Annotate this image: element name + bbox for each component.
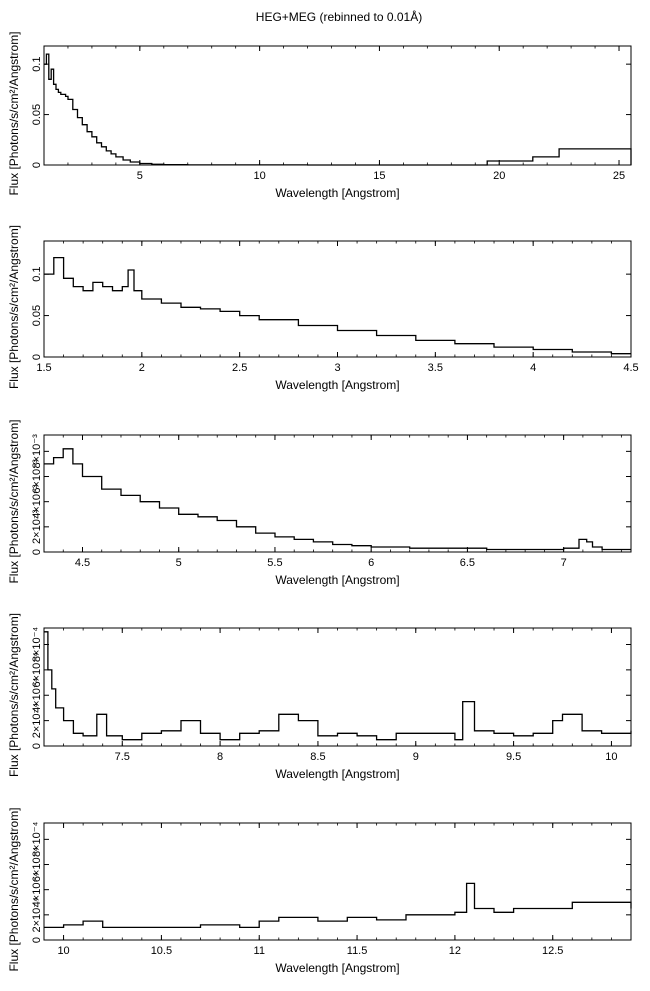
y-tick-label: 4×10⁻⁴ <box>31 872 43 908</box>
x-tick-label: 3.5 <box>428 362 443 374</box>
y-tick-label: 0.1 <box>31 266 43 281</box>
x-tick-label: 10 <box>57 945 69 957</box>
spectrum-line <box>44 631 632 741</box>
x-tick-label: 10.5 <box>151 945 172 957</box>
panel-4: 7.5 8 8.5 9 9.5 10 0 2×10⁻⁴4×10⁻⁴6×10⁻⁴8×10⁻⁴ Wa… <box>7 613 632 781</box>
y-tick-label: 0.1 <box>31 57 43 72</box>
y-axis-label: Flux [Photons/s/cm²/Angstrom] <box>7 419 21 583</box>
x-axis-label: Wavelength [Angstrom] <box>275 961 399 975</box>
x-axis-label: Wavelength [Angstrom] <box>275 186 399 200</box>
y-tick-label: 2×10⁻⁴ <box>31 897 43 933</box>
x-tick-label: 9.5 <box>506 751 521 763</box>
x-tick-label: 2 <box>139 362 145 374</box>
plot-frame <box>43 45 632 166</box>
plot-frame <box>43 627 632 747</box>
panel-2: 1.5 2 2.5 3 3.5 4 4.5 0 0.05 0.1 Wavelength [Angst… <box>7 225 639 392</box>
panel-5: 10 10.5 11 11.5 12 12.5 0 2×10⁻⁴4×10⁻⁴6×10⁻⁴8×1… <box>7 807 632 975</box>
y-tick-label: 2×10⁻³ <box>31 509 43 544</box>
y-tick-label: 8×10⁻⁴ <box>31 627 43 663</box>
spectrum-line <box>44 448 631 551</box>
x-tick-label: 12.5 <box>542 945 563 957</box>
y-tick-label: 0 <box>31 743 43 749</box>
x-tick-label: 7 <box>561 557 567 569</box>
x-tick-label: 1.5 <box>36 362 51 374</box>
plot-frame <box>43 240 632 358</box>
y-axis-label: Flux [Photons/s/cm²/Angstrom] <box>7 807 21 971</box>
y-tick-label: 0 <box>31 937 43 943</box>
x-tick-label: 25 <box>613 170 625 182</box>
x-tick-label: 12 <box>449 945 461 957</box>
x-tick-label: 4.5 <box>75 557 90 569</box>
spectrum-line <box>44 256 631 355</box>
x-tick-label: 8.5 <box>310 751 325 763</box>
y-axis-label: Flux [Photons/s/cm²/Angstrom] <box>7 613 21 777</box>
y-tick-label: 8×10⁻³ <box>31 434 43 469</box>
x-tick-label: 10 <box>254 170 266 182</box>
x-tick-label: 10 <box>605 751 617 763</box>
x-axis-label: Wavelength [Angstrom] <box>275 378 399 392</box>
y-tick-label: 6×10⁻⁴ <box>31 652 43 688</box>
plot-frame <box>43 434 632 553</box>
y-tick-label: 8×10⁻⁴ <box>31 821 43 857</box>
panel-3: 4.5 5 5.5 6 6.5 7 0 2×10⁻³4×10⁻³6×10⁻³8×10⁻³ Wav… <box>7 419 632 587</box>
x-tick-label: 11 <box>254 945 265 957</box>
y-tick-label: 0 <box>31 354 43 360</box>
x-tick-label: 7.5 <box>115 751 130 763</box>
y-tick-label: 6×10⁻³ <box>31 459 43 494</box>
spectrum-line <box>44 53 632 166</box>
x-axis-label: Wavelength [Angstrom] <box>275 767 399 781</box>
y-axis-label: Flux [Photons/s/cm²/Angstrom] <box>7 225 21 389</box>
x-tick-label: 6.5 <box>460 557 475 569</box>
y-tick-label: 2×10⁻⁴ <box>31 703 43 739</box>
x-tick-label: 11.5 <box>347 945 368 957</box>
x-axis-label: Wavelength [Angstrom] <box>275 573 399 587</box>
y-tick-label: 4×10⁻⁴ <box>31 677 43 713</box>
x-tick-label: 9 <box>413 751 419 763</box>
x-tick-label: 15 <box>373 170 385 182</box>
plot-frame <box>43 822 632 941</box>
panel-1: 5 10 15 20 25 0 0.05 0.1 Wavelength [Angstrom] Fl… <box>7 31 632 200</box>
x-tick-label: 5 <box>176 557 182 569</box>
y-axis-label: Flux [Photons/s/cm²/Angstrom] <box>7 31 21 195</box>
x-tick-label: 5 <box>137 170 143 182</box>
figure-title: HEG+MEG (rebinned to 0.01Å) <box>256 9 422 24</box>
x-tick-label: 6 <box>368 557 374 569</box>
x-tick-label: 2.5 <box>232 362 247 374</box>
x-tick-label: 4.5 <box>623 362 638 374</box>
y-tick-label: 0.05 <box>31 305 43 326</box>
x-tick-label: 20 <box>493 170 505 182</box>
y-tick-label: 0.05 <box>31 104 43 125</box>
x-tick-label: 4 <box>530 362 536 374</box>
y-tick-label: 4×10⁻³ <box>31 484 43 519</box>
spectrum-line <box>44 882 632 929</box>
x-tick-label: 8 <box>217 751 223 763</box>
y-tick-label: 6×10⁻⁴ <box>31 847 43 883</box>
x-tick-label: 5.5 <box>267 557 282 569</box>
y-tick-label: 0 <box>31 549 43 555</box>
y-tick-label: 0 <box>31 162 43 168</box>
x-tick-label: 3 <box>334 362 340 374</box>
